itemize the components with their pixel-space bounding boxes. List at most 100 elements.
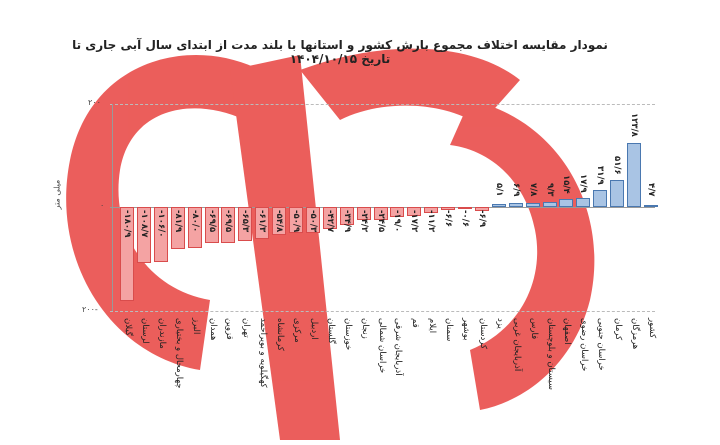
category-label: گلستان	[325, 318, 336, 344]
bar	[593, 190, 608, 207]
category-label: آذربایجان غربی	[511, 318, 522, 372]
category-label: اصفهان	[562, 318, 573, 345]
y-tick-top: ۲۰۰	[88, 98, 101, 107]
bar-value-label: ۵۱/۶	[612, 156, 623, 175]
category-label: خراسان جنوبی	[596, 318, 607, 371]
bar	[153, 207, 168, 262]
bar	[559, 199, 574, 207]
category-label: چهارمحال و بختیاری	[173, 318, 184, 389]
bar	[170, 207, 185, 250]
bar-value-label: ۶/۹	[510, 182, 521, 196]
bar	[542, 202, 557, 207]
category-label: قم	[410, 318, 421, 328]
category-label: هرمزگان	[630, 318, 640, 350]
bar-value-label: ۳۱/۹	[595, 166, 606, 186]
gridline-top	[110, 104, 655, 105]
bar	[441, 207, 456, 211]
bar	[424, 207, 439, 213]
bar	[390, 207, 405, 217]
category-label: فارس	[528, 318, 539, 340]
category-label: همدان	[207, 318, 218, 341]
bar-value-label: ۹/۳	[544, 182, 555, 196]
bar-value-label: ۵/۱	[493, 182, 504, 196]
category-label: سیستان و بلوچستان	[545, 318, 556, 390]
bar-value-label: -۱۷/۲	[409, 210, 420, 233]
bar-value-label: -۸۰/۰	[189, 210, 200, 233]
bar-value-label: -۶۹/۵	[206, 210, 217, 233]
bar	[373, 207, 388, 220]
category-label: البرز	[190, 318, 201, 335]
bar-value-label: -۶/۹	[476, 210, 487, 228]
category-label: ایلام	[427, 318, 438, 334]
category-label: گیلان	[123, 318, 133, 336]
bar-value-label: -۲۴/۲	[358, 210, 369, 233]
bar-value-label: -۱۰۸/۷	[138, 210, 149, 238]
bar-value-label: ۱۵/۴	[561, 175, 572, 194]
category-label: بوشهر	[461, 318, 471, 341]
category-label: قزوین	[224, 318, 235, 340]
bar	[136, 207, 151, 264]
bar	[508, 203, 523, 207]
bar-value-label: -۰/۶	[460, 210, 470, 228]
category-label: خراسان رضوی	[579, 318, 590, 372]
bar	[627, 142, 641, 207]
bar	[322, 207, 337, 230]
bar	[356, 207, 371, 220]
bar-value-label: -۲۴/۵	[375, 210, 386, 233]
category-label: لرستان	[139, 318, 150, 344]
category-label: کشور	[646, 318, 657, 339]
bar-value-label: -۵۴/۸	[274, 210, 285, 233]
bar-value-label: ۷/۸	[527, 182, 538, 196]
category-label: کرمانشاه	[275, 318, 286, 351]
bar-value-label: -۱۱/۲	[426, 210, 437, 233]
bar	[238, 207, 253, 241]
y-tick-zero: ۰	[100, 201, 105, 210]
bar-value-label: -۶/۶	[443, 210, 454, 228]
category-label: مازندران	[156, 318, 167, 349]
bar-value-label: ۱۲۳/۸	[629, 113, 639, 138]
bar-value-label: ۴/۷	[645, 182, 656, 196]
category-label: مرکزی	[292, 318, 302, 343]
bar-value-label: -۵۰/۹	[291, 210, 301, 233]
bar-value-label: -۸۱/۹	[172, 210, 183, 233]
bar	[221, 207, 236, 243]
y-axis	[112, 104, 113, 311]
bar	[272, 207, 287, 236]
category-label: خراسان شمالی	[376, 318, 387, 374]
bar-value-label: -۳۴/۹	[341, 210, 352, 233]
bar	[458, 207, 472, 209]
category-label: اردبیل	[308, 318, 319, 340]
chart-title: نمودار مقایسه اختلاف مجموع بارش کشور و ا…	[72, 38, 608, 66]
bar	[525, 202, 540, 207]
bar	[339, 207, 354, 226]
bar	[289, 207, 303, 234]
bar-value-label: -۶۵/۳	[240, 210, 251, 233]
bar	[610, 180, 625, 207]
bar-value-label: -۱۹/۰	[392, 210, 403, 233]
bar	[474, 207, 489, 211]
bar	[120, 207, 134, 301]
category-label: خوزستان	[342, 318, 353, 351]
category-label: زنجان	[359, 318, 370, 339]
y-axis-label: میلی متر	[52, 179, 62, 210]
gridline-bottom	[110, 311, 655, 312]
category-label: یزد	[494, 318, 505, 329]
bar-value-label: -۱۰۶/۰	[155, 210, 166, 238]
bar-value-label: ۱۷/۹	[578, 173, 589, 193]
category-label: تهران	[241, 318, 252, 338]
bar	[187, 207, 202, 249]
category-label: آذربایجان شرقی	[393, 318, 404, 376]
bar	[491, 204, 506, 207]
bar	[643, 204, 658, 207]
y-tick-bottom: ۲۰۰-	[82, 305, 98, 314]
category-label: کهگیلویه و بویراحمد	[258, 318, 269, 388]
bar	[407, 207, 422, 216]
bar	[204, 207, 219, 243]
bar-value-label: -۱۸۰/۹	[122, 210, 132, 238]
bar	[305, 207, 320, 234]
bar	[576, 197, 591, 207]
bar	[255, 207, 270, 239]
bar-value-label: -۶۹/۵	[223, 210, 234, 233]
category-label: کردستان	[477, 318, 488, 350]
